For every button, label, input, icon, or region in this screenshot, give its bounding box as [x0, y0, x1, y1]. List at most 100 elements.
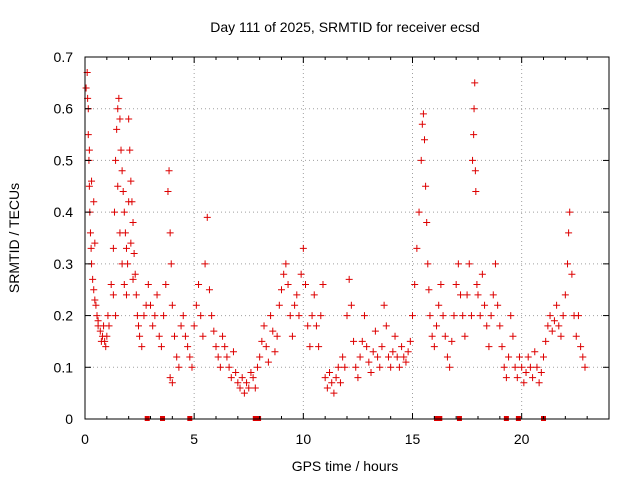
data-point [223, 353, 231, 361]
data-point [240, 389, 248, 397]
data-point [350, 337, 358, 345]
data-point [197, 312, 205, 320]
data-point [160, 312, 168, 320]
data-point [214, 353, 222, 361]
data-point [271, 348, 279, 356]
y-tick-label: 0.4 [54, 204, 74, 220]
data-point [520, 379, 528, 387]
data-point [166, 229, 174, 237]
data-point [126, 146, 134, 154]
data-point [566, 208, 574, 216]
data-point [339, 353, 347, 361]
data-point [487, 312, 495, 320]
data-point [286, 312, 294, 320]
data-point [116, 115, 124, 123]
data-point [513, 374, 521, 382]
data-point [341, 363, 349, 371]
data-point [347, 301, 355, 309]
data-point [186, 353, 194, 361]
data-point [210, 327, 218, 335]
data-point [555, 322, 563, 330]
chart-title: Day 111 of 2025, SRMTID for receiver ecs… [210, 19, 479, 35]
data-point [110, 208, 118, 216]
data-point [127, 177, 135, 185]
data-point [433, 322, 441, 330]
data-point [522, 368, 530, 376]
data-point [321, 374, 329, 382]
data-point [419, 110, 427, 118]
data-point [418, 120, 426, 128]
data-point [559, 312, 567, 320]
y-tick-label: 0.2 [54, 308, 74, 324]
data-point [260, 322, 268, 330]
data-point [481, 301, 489, 309]
data-point [463, 291, 471, 299]
data-point [441, 332, 449, 340]
data-point [129, 218, 137, 226]
data-point [491, 260, 499, 268]
data-point [119, 187, 127, 195]
data-point [94, 317, 102, 325]
data-point [356, 353, 364, 361]
data-point [302, 281, 310, 289]
y-tick-label: 0.5 [54, 152, 74, 168]
data-point [118, 167, 126, 175]
data-point [166, 374, 174, 382]
data-point [323, 384, 331, 392]
data-point [452, 281, 460, 289]
data-point [120, 208, 128, 216]
data-point [179, 312, 187, 320]
data-point [402, 358, 410, 366]
data-point [374, 353, 382, 361]
x-tick-label: 15 [405, 431, 421, 447]
data-point [564, 260, 572, 268]
data-point [112, 312, 120, 320]
data-point [282, 260, 290, 268]
data-point [400, 353, 408, 361]
data-point [306, 343, 314, 351]
data-point [496, 322, 504, 330]
data-point [195, 281, 203, 289]
data-point [384, 353, 392, 361]
data-point [127, 239, 135, 247]
data-point [173, 353, 181, 361]
data-point [568, 270, 576, 278]
data-point [470, 105, 478, 113]
data-point [423, 218, 431, 226]
x-axis-label: GPS time / hours [292, 458, 399, 474]
data-point [443, 353, 451, 361]
data-point [82, 84, 90, 92]
data-point [264, 358, 272, 366]
data-point [113, 125, 121, 133]
data-point [125, 115, 133, 123]
data-point [85, 182, 93, 190]
data-point [118, 260, 126, 268]
data-point [238, 374, 246, 382]
data-point [465, 260, 473, 268]
data-point [232, 368, 240, 376]
data-point [330, 389, 338, 397]
data-point [476, 312, 484, 320]
data-point [221, 343, 229, 351]
data-point [391, 332, 399, 340]
data-point [136, 332, 144, 340]
data-point [518, 363, 526, 371]
data-point [93, 312, 101, 320]
data-point [116, 229, 124, 237]
data-point [535, 379, 543, 387]
data-point [382, 322, 390, 330]
data-point [92, 301, 100, 309]
data-point [315, 343, 323, 351]
data-point [125, 198, 133, 206]
data-point [267, 312, 275, 320]
y-tick-label: 0.6 [54, 101, 74, 117]
data-point [144, 281, 152, 289]
data-point [544, 322, 552, 330]
data-point [229, 348, 237, 356]
data-point [533, 363, 541, 371]
data-point [332, 374, 340, 382]
data-point [494, 301, 502, 309]
data-point [546, 312, 554, 320]
data-point [304, 322, 312, 330]
data-point [577, 343, 585, 351]
